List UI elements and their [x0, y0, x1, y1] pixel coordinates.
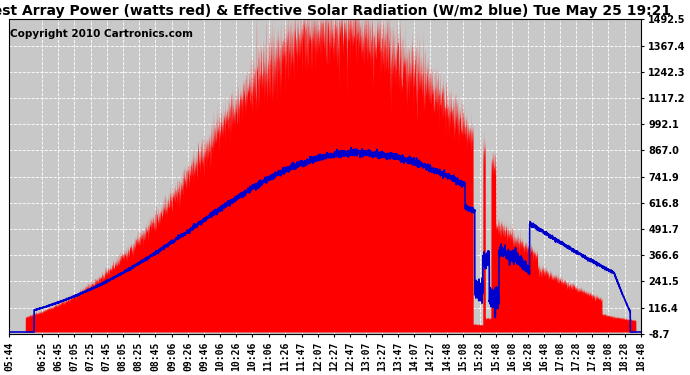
Title: West Array Power (watts red) & Effective Solar Radiation (W/m2 blue) Tue May 25 : West Array Power (watts red) & Effective…	[0, 4, 671, 18]
Text: Copyright 2010 Cartronics.com: Copyright 2010 Cartronics.com	[10, 29, 193, 39]
